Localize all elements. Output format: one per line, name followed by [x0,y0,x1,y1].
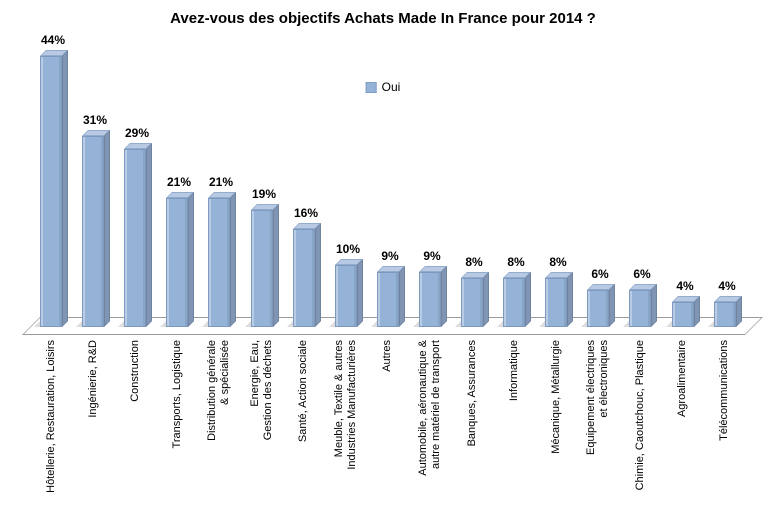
bar-side-face-4 [230,192,236,327]
bar-column-5 [251,204,279,327]
bar-column-13 [587,284,615,327]
bar-front-face-8 [377,272,399,327]
bar-value-label-5: 19% [251,187,277,201]
legend-label-oui: Oui [381,80,401,94]
bar-side-face-13 [609,284,615,327]
bar-side-face-2 [146,143,152,327]
bar-value-label-9: 9% [423,249,441,263]
bar-column-11 [503,272,531,327]
bar-front-face-15 [672,302,694,327]
bar-value-label-12: 8% [549,255,567,269]
bar-front-face-12 [545,278,567,327]
bar-side-face-7 [357,259,363,327]
category-label-8: Autres [381,340,393,372]
category-label-14: Chimie, Caoutchouc, Plastique [634,340,646,491]
bar-side-face-9 [441,266,447,327]
bar-column-4 [208,192,236,327]
category-label-15: Agroalimentaire [676,340,688,418]
bar-column-8 [377,266,405,327]
bar-front-face-4 [208,198,230,327]
bar-front-face-14 [629,290,651,327]
bar-column-1 [82,130,110,327]
category-label-3: Transports, Logistique [171,340,183,449]
bar-column-3 [166,192,194,327]
bar-value-label-6: 16% [293,206,319,220]
category-label-10: Banques, Assurances [466,340,478,447]
bar-value-label-15: 4% [676,279,694,293]
bar-value-label-3: 21% [166,175,192,189]
bar-value-label-2: 29% [124,126,150,140]
bar-front-face-13 [587,290,609,327]
bar-front-face-0 [40,56,62,327]
bar-column-16 [714,296,742,327]
bar-column-0 [40,50,68,327]
chart-title: Avez-vous des objectifs Achats Made In F… [170,10,596,27]
bar-side-face-1 [104,130,110,327]
bar-column-9 [419,266,447,327]
bar-column-2 [124,143,152,327]
bar-value-label-11: 8% [507,255,525,269]
category-label-5: Energie, Eau, Gestion des déchets [249,340,274,441]
category-label-4: Distribution générale & spécialisée [206,340,231,441]
bar-side-face-11 [525,272,531,327]
bar-value-label-13: 6% [591,267,609,281]
bar-front-face-16 [714,302,736,327]
bar-value-label-14: 6% [633,267,651,281]
category-label-16: Télécommunications [718,340,730,441]
bar-column-7 [335,259,363,327]
bar-front-face-3 [166,198,188,327]
bar-front-face-1 [82,136,104,327]
bar-front-face-7 [335,265,357,327]
bar-side-face-15 [694,296,700,327]
category-label-13: Equipement électriques et électroniques [585,340,610,455]
category-label-7: Meuble, Textile & autres Industries Manu… [333,340,358,470]
bar-value-label-1: 31% [82,113,108,127]
category-label-1: Ingénierie, R&D [87,340,99,418]
bar-value-label-16: 4% [718,279,736,293]
category-label-6: Santé, Action sociale [297,340,309,443]
bar-front-face-10 [461,278,483,327]
bar-side-face-12 [567,272,573,327]
legend: Oui [365,80,401,94]
legend-marker-oui-icon [365,81,377,93]
bar-value-label-4: 21% [208,175,234,189]
bar-value-label-0: 44% [40,33,66,47]
bar-side-face-10 [483,272,489,327]
category-label-12: Mécanique, Métallurgie [550,340,562,454]
bar-side-face-16 [736,296,742,327]
bar-column-14 [629,284,657,327]
category-label-11: Informatique [508,340,520,402]
bar-column-12 [545,272,573,327]
bar-column-6 [293,223,321,327]
bar-front-face-2 [124,149,146,327]
category-label-9: Automobile, aéronautique & autre matérie… [417,340,442,476]
bar-side-face-8 [399,266,405,327]
bar-column-15 [672,296,700,327]
category-label-0: Hôtellerie, Restauration, Loisirs [45,340,57,493]
bar-side-face-14 [651,284,657,327]
bar-value-label-8: 9% [381,249,399,263]
bar-front-face-9 [419,272,441,327]
bar-front-face-5 [251,210,273,327]
bar-front-face-11 [503,278,525,327]
category-label-2: Construction [129,340,141,402]
bar-column-10 [461,272,489,327]
bar-value-label-10: 8% [465,255,483,269]
bar-value-label-7: 10% [335,242,361,256]
bar-side-face-0 [62,50,68,327]
bar-side-face-5 [273,204,279,327]
bar-side-face-6 [315,223,321,327]
bar-side-face-3 [188,192,194,327]
bar-front-face-6 [293,229,315,327]
